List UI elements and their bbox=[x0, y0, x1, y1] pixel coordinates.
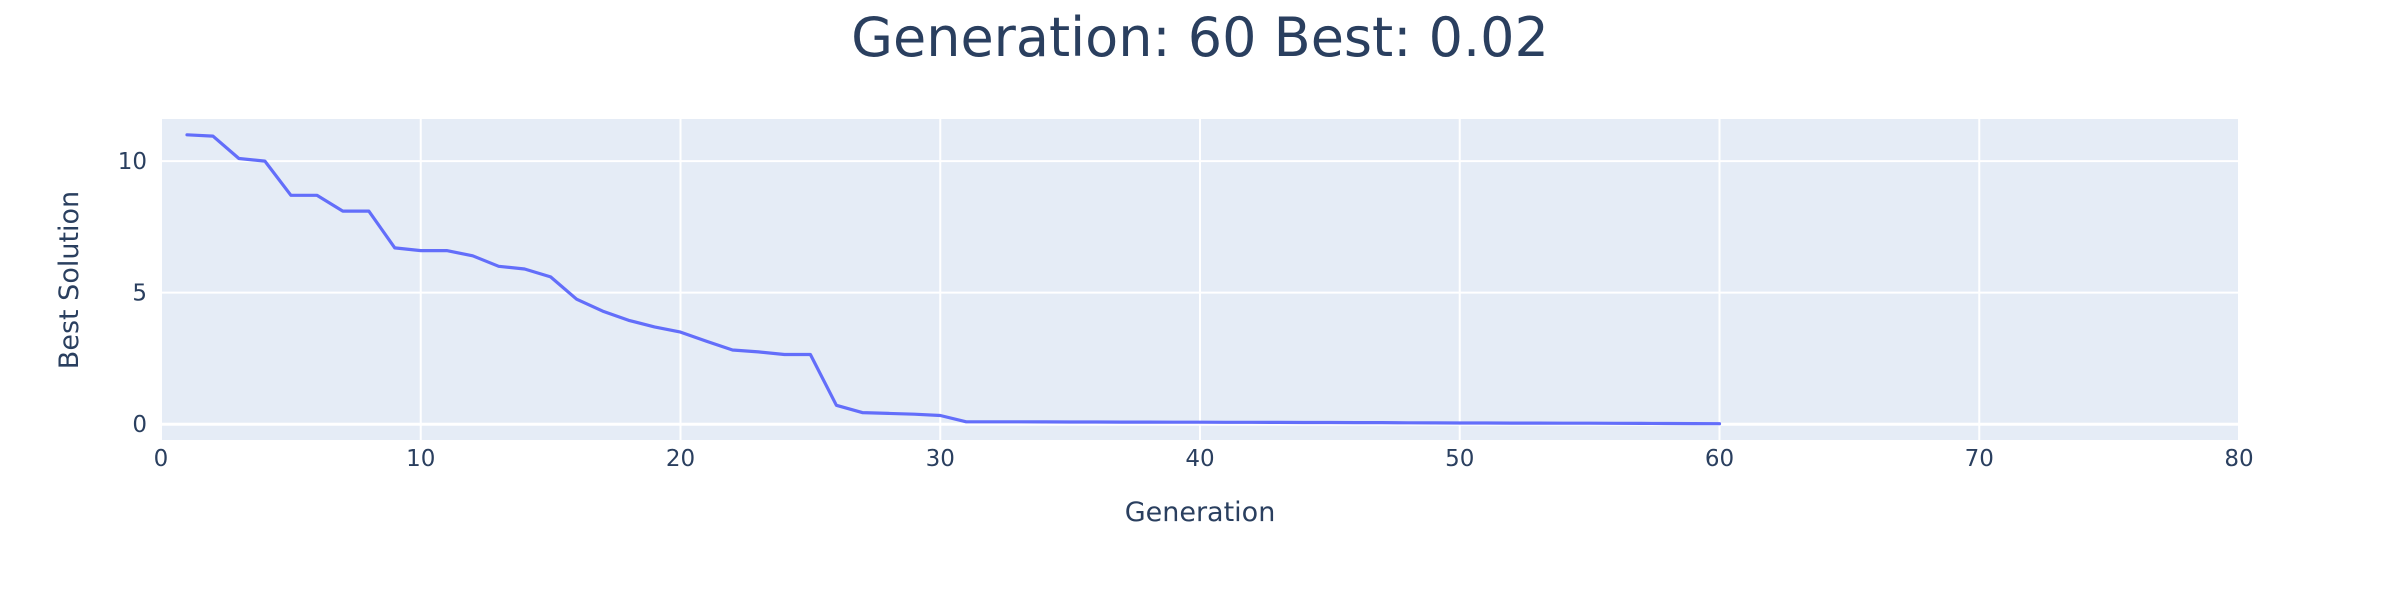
x-tick-label: 70 bbox=[1965, 446, 1994, 472]
x-tick-label: 50 bbox=[1445, 446, 1474, 472]
x-tick-label: 0 bbox=[154, 446, 169, 472]
y-tick-label: 10 bbox=[118, 149, 147, 175]
chart-title: Generation: 60 Best: 0.02 bbox=[851, 6, 1549, 69]
x-grid bbox=[160, 119, 2240, 440]
x-tick-label: 80 bbox=[2224, 446, 2253, 472]
x-tick-label: 40 bbox=[1185, 446, 1214, 472]
y-grid bbox=[161, 160, 2239, 426]
y-tick-label: 0 bbox=[132, 412, 147, 438]
y-axis-ticks: 0 5 10 bbox=[118, 149, 147, 438]
x-axis-ticks: 0 10 20 30 40 50 60 70 80 bbox=[154, 446, 2254, 472]
x-tick-label: 60 bbox=[1705, 446, 1734, 472]
y-tick-label: 5 bbox=[132, 281, 147, 307]
x-tick-label: 10 bbox=[406, 446, 435, 472]
x-axis-title: Generation bbox=[1125, 497, 1276, 528]
x-tick-label: 20 bbox=[666, 446, 695, 472]
series-line bbox=[185, 133, 1722, 426]
series-layer bbox=[185, 133, 1722, 426]
x-tick-label: 30 bbox=[926, 446, 955, 472]
y-axis-title: Best Solution bbox=[54, 191, 85, 369]
